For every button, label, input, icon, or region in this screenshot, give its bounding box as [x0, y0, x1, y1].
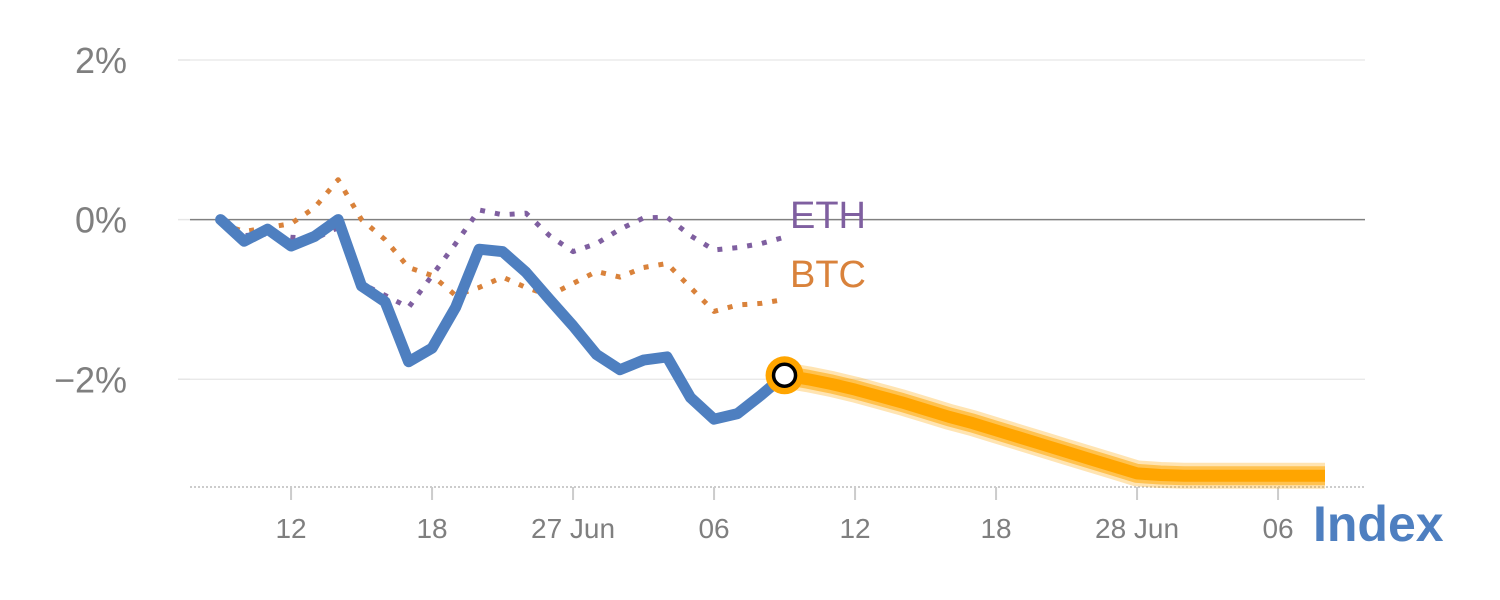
y-tick-label: −2% [54, 359, 127, 400]
x-axis: 12 18 27 Jun 06 12 18 28 Jun 06 [190, 486, 1365, 544]
x-tick-label: 12 [275, 513, 306, 544]
series-label-index: Index [1313, 496, 1444, 552]
x-tick-label: 06 [1262, 513, 1293, 544]
plot-area [215, 177, 1325, 489]
series-label-btc: BTC [790, 254, 866, 296]
x-tick-label: 12 [839, 513, 870, 544]
y-tick-label: 2% [75, 40, 127, 81]
forecast-line [783, 369, 1325, 482]
y-axis: 2% 0% −2% [54, 40, 190, 400]
y-tick-label: 0% [75, 200, 127, 241]
x-tick-label: 27 Jun [531, 513, 615, 544]
x-tick-label: 06 [698, 513, 729, 544]
series-line-index [215, 214, 790, 425]
x-tick-label: 28 Jun [1095, 513, 1179, 544]
series-label-eth: ETH [790, 195, 866, 237]
gridlines [190, 59, 1365, 380]
x-tick-label: 18 [980, 513, 1011, 544]
x-tick-label: 18 [416, 513, 447, 544]
last-value-marker [771, 362, 798, 389]
